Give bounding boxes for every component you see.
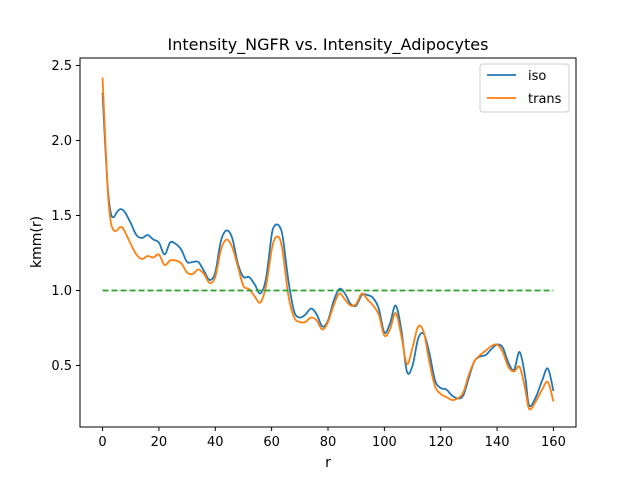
legend-label-trans: trans: [528, 92, 562, 107]
x-axis-label: r: [325, 455, 331, 471]
y-tick-label: 2.5: [51, 59, 72, 74]
y-tick-label: 1.5: [51, 209, 72, 224]
x-tick-label: 60: [263, 435, 280, 450]
x-tick-label: 100: [372, 435, 397, 450]
legend-box: [479, 63, 570, 113]
legend-label-iso: iso: [528, 69, 546, 84]
y-tick-label: 1.0: [51, 284, 72, 299]
x-axis-ticks: 0 20 40 60 80 100 120 140 160: [98, 427, 566, 450]
y-tick-label: 2.0: [51, 134, 72, 149]
series-line-iso: [101, 92, 555, 408]
chart-title: Intensity_NGFR vs. Intensity_Adipocytes: [168, 35, 489, 55]
x-tick-label: 40: [207, 435, 224, 450]
x-tick-label: 20: [151, 435, 168, 450]
legend: iso trans: [479, 63, 570, 113]
plot-area: [79, 57, 577, 428]
y-tick-label: 0.5: [51, 359, 72, 374]
y-axis-ticks: 0.5 1.0 1.5 2.0 2.5: [51, 59, 80, 374]
y-axis-label: kmm(r): [29, 216, 45, 268]
series-line-trans: [101, 77, 555, 411]
x-tick-label: 140: [485, 435, 510, 450]
x-tick-label: 0: [98, 435, 106, 450]
x-tick-label: 120: [428, 435, 453, 450]
series-layer: [101, 77, 555, 411]
axes-frame: [79, 57, 577, 428]
x-tick-label: 80: [320, 435, 337, 450]
x-tick-label: 160: [541, 435, 566, 450]
